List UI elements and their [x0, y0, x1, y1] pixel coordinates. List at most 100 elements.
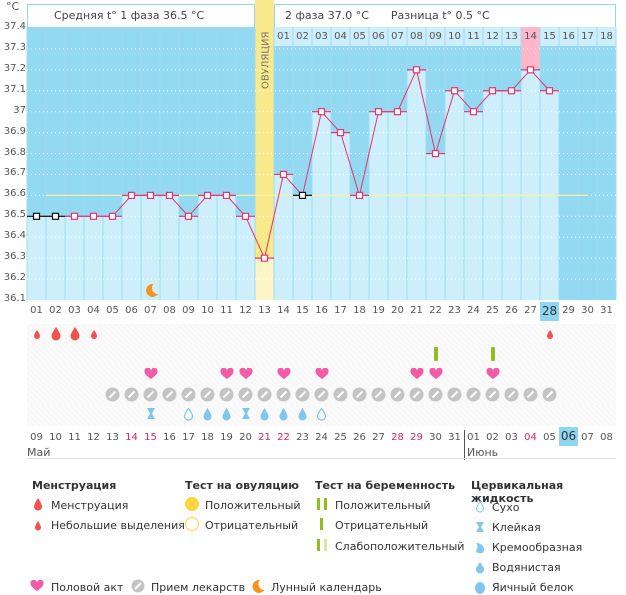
pill-icon[interactable]	[540, 387, 559, 405]
pill-icon[interactable]	[293, 387, 312, 405]
cycle-day-label[interactable]: 14	[277, 305, 290, 316]
cycle-day-label[interactable]: 10	[201, 305, 214, 316]
pill-icon[interactable]	[369, 387, 388, 405]
cycle-day-label[interactable]: 11	[220, 305, 233, 316]
cycle-day-label[interactable]: 06	[125, 305, 138, 316]
cycle-day-label[interactable]: 20	[391, 305, 404, 316]
calendar-date[interactable]: 18	[201, 432, 214, 443]
cycle-day-label[interactable]: 13	[258, 305, 271, 316]
calendar-date[interactable]: 02	[486, 432, 499, 443]
calendar-date[interactable]: 19	[220, 432, 233, 443]
calendar-date[interactable]: 01	[467, 432, 480, 443]
calendar-date[interactable]: 29	[410, 432, 423, 443]
calendar-date[interactable]: 07	[581, 432, 594, 443]
cycle-day-label[interactable]: 17	[334, 305, 347, 316]
calendar-date[interactable]: 20	[239, 432, 252, 443]
cycle-day-label[interactable]: 08	[163, 305, 176, 316]
pill-icon[interactable]	[274, 387, 293, 405]
calendar-date[interactable]: 11	[68, 432, 81, 443]
pill-icon[interactable]	[198, 387, 217, 405]
calendar-date[interactable]: 08	[600, 432, 613, 443]
calendar-date[interactable]: 30	[429, 432, 442, 443]
cycle-day-label[interactable]: 18	[353, 305, 366, 316]
calendar-date[interactable]: 17	[182, 432, 195, 443]
pill-icon[interactable]	[521, 387, 540, 405]
intercourse-heart-icon[interactable]	[312, 367, 331, 383]
cycle-day-label[interactable]: 03	[68, 305, 81, 316]
pill-icon[interactable]	[122, 387, 141, 405]
cycle-day-label[interactable]: 23	[448, 305, 461, 316]
pill-icon[interactable]	[312, 387, 331, 405]
pill-icon[interactable]	[445, 387, 464, 405]
calendar-date[interactable]: 25	[334, 432, 347, 443]
calendar-date[interactable]: 14	[125, 432, 138, 443]
cycle-day-label[interactable]: 02	[49, 305, 62, 316]
calendar-date[interactable]: 21	[258, 432, 271, 443]
calendar-date[interactable]: 12	[87, 432, 100, 443]
calendar-date[interactable]: 23	[296, 432, 309, 443]
cycle-day-label[interactable]: 31	[600, 305, 613, 316]
calendar-date[interactable]: 06	[559, 427, 578, 446]
pill-icon[interactable]	[179, 387, 198, 405]
calendar-date[interactable]: 24	[315, 432, 328, 443]
intercourse-heart-icon[interactable]	[483, 367, 502, 383]
cycle-day-label[interactable]: 01	[30, 305, 43, 316]
calendar-date[interactable]: 09	[30, 432, 43, 443]
spotting-drop-icon[interactable]	[540, 328, 559, 343]
pill-icon[interactable]	[141, 387, 160, 405]
calendar-date[interactable]: 10	[49, 432, 62, 443]
cycle-day-label[interactable]: 15	[296, 305, 309, 316]
menstruation-drop-icon[interactable]	[46, 326, 65, 344]
cycle-day-label[interactable]: 09	[182, 305, 195, 316]
calendar-date[interactable]: 28	[391, 432, 404, 443]
pill-icon[interactable]	[502, 387, 521, 405]
cycle-day-label[interactable]: 29	[562, 305, 575, 316]
cervical-sticky-icon[interactable]	[236, 407, 255, 423]
menstruation-drop-icon[interactable]	[65, 326, 84, 344]
cycle-day-label[interactable]: 07	[144, 305, 157, 316]
calendar-date[interactable]: 13	[106, 432, 119, 443]
intercourse-heart-icon[interactable]	[274, 367, 293, 383]
intercourse-heart-icon[interactable]	[426, 367, 445, 383]
cycle-day-label[interactable]: 27	[524, 305, 537, 316]
calendar-date[interactable]: 15	[144, 432, 157, 443]
cycle-day-label[interactable]: 22	[429, 305, 442, 316]
cycle-day-label[interactable]: 19	[372, 305, 385, 316]
pregnancy-test-negative-icon[interactable]	[426, 347, 445, 364]
pregnancy-test-negative-icon[interactable]	[483, 347, 502, 364]
pill-icon[interactable]	[350, 387, 369, 405]
intercourse-heart-icon[interactable]	[407, 367, 426, 383]
cycle-day-label[interactable]: 25	[486, 305, 499, 316]
cervical-watery-icon[interactable]	[217, 407, 236, 424]
cervical-dry-icon[interactable]	[179, 407, 198, 424]
cycle-day-label[interactable]: 21	[410, 305, 423, 316]
cycle-day-label[interactable]: 28	[540, 302, 559, 321]
spotting-drop-icon[interactable]	[84, 328, 103, 343]
pill-icon[interactable]	[426, 387, 445, 405]
pill-icon[interactable]	[464, 387, 483, 405]
calendar-date[interactable]: 03	[505, 432, 518, 443]
cycle-day-label[interactable]: 04	[87, 305, 100, 316]
calendar-date[interactable]: 05	[543, 432, 556, 443]
cervical-sticky-icon[interactable]	[141, 407, 160, 423]
intercourse-heart-icon[interactable]	[236, 367, 255, 383]
cycle-day-label[interactable]: 16	[315, 305, 328, 316]
pill-icon[interactable]	[103, 387, 122, 405]
pill-icon[interactable]	[160, 387, 179, 405]
pill-icon[interactable]	[388, 387, 407, 405]
calendar-date[interactable]: 26	[353, 432, 366, 443]
calendar-date[interactable]: 04	[524, 432, 537, 443]
calendar-date[interactable]: 27	[372, 432, 385, 443]
spotting-drop-icon[interactable]	[27, 328, 46, 343]
cervical-watery-icon[interactable]	[255, 407, 274, 424]
cycle-day-label[interactable]: 30	[581, 305, 594, 316]
cycle-day-label[interactable]: 05	[106, 305, 119, 316]
cervical-watery-icon[interactable]	[274, 407, 293, 424]
cervical-watery-icon[interactable]	[293, 407, 312, 424]
calendar-date[interactable]: 16	[163, 432, 176, 443]
pill-icon[interactable]	[236, 387, 255, 405]
calendar-date[interactable]: 31	[448, 432, 461, 443]
cervical-watery-icon[interactable]	[198, 407, 217, 424]
intercourse-heart-icon[interactable]	[217, 367, 236, 383]
cycle-day-label[interactable]: 12	[239, 305, 252, 316]
